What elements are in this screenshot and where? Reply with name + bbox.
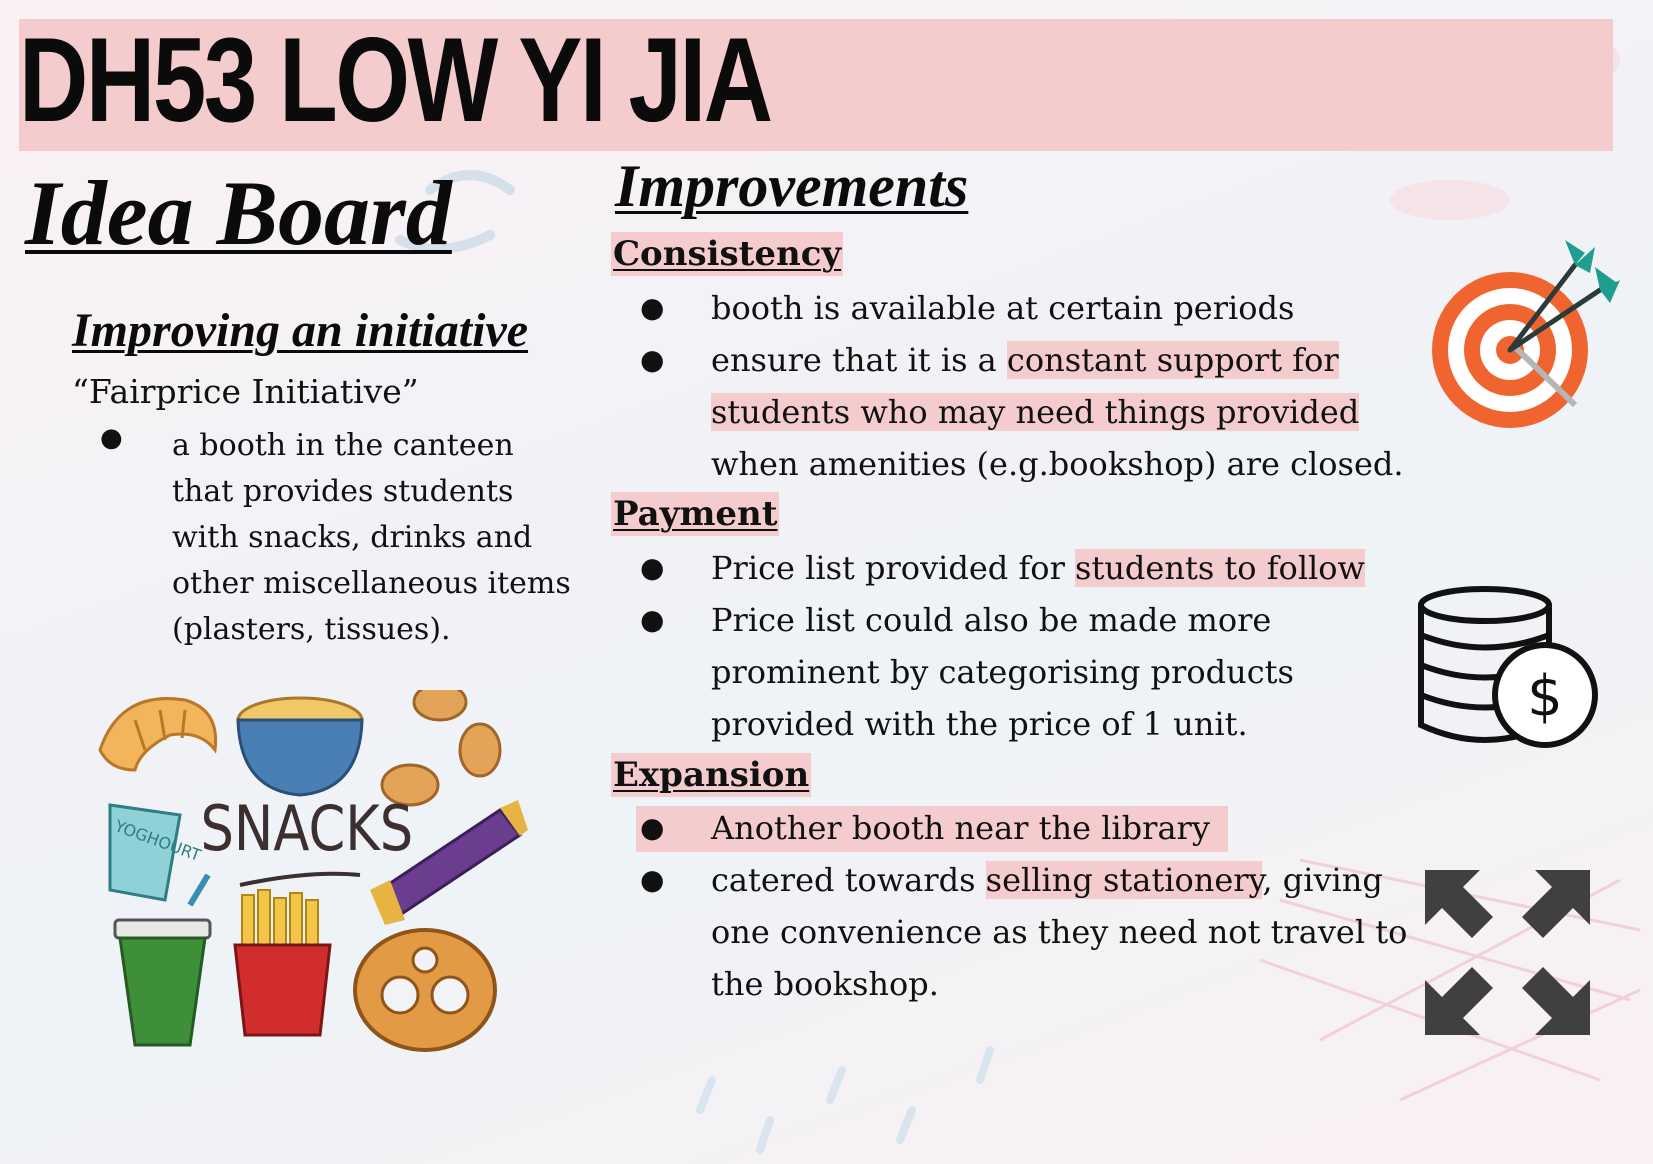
bullet: ● [640, 811, 665, 844]
bullet: ● [640, 343, 665, 376]
list-item-text: Price list could also be made more promi… [711, 601, 1294, 743]
drink-cup-icon [113, 873, 212, 1047]
row-highlight [636, 806, 1228, 852]
snack-bar-icon [370, 800, 528, 925]
target-with-arrows-icon [1432, 240, 1620, 428]
bullet: ● [640, 603, 665, 636]
text-plain: , giving one convenience as they need no… [711, 861, 1408, 1003]
text-plain: catered towards [711, 861, 986, 899]
fries-icon [233, 889, 332, 1037]
subtitle: Improving an initiative [72, 304, 529, 357]
list-item-text: ensure that it is a constant support for… [711, 334, 1421, 490]
chips-bowl-icon [236, 696, 364, 797]
snacks-label: SNACKS [201, 793, 414, 865]
board-title: Idea Board [25, 162, 452, 264]
text-plain: ensure that it is a [711, 341, 1007, 379]
list-item-text: Another booth near the library [711, 809, 1210, 847]
improvements-title: Improvements [615, 153, 969, 219]
section-heading-expansion: Expansion [611, 753, 812, 797]
title-bar [19, 19, 1613, 151]
bullet: ● [640, 863, 665, 896]
snacks-illustration: YOGHOURT SNACKS [98, 690, 528, 1052]
fish-crackers-icon [380, 690, 502, 807]
initiative-name: “Fairprice Initiative” [72, 372, 419, 411]
bullet: ● [640, 551, 665, 584]
list-item-text: booth is available at certain periods [711, 289, 1295, 327]
text-plain: when amenities (e.g.bookshop) are closed… [711, 445, 1404, 483]
croissant-icon [98, 697, 218, 772]
list-item-text: catered towards selling stationery, givi… [711, 854, 1431, 1010]
bullet: ● [100, 423, 123, 453]
section-heading-consistency: Consistency [611, 232, 844, 276]
text-plain: Price list provided for [711, 549, 1076, 587]
coin-stack-dollar-icon: $ [1418, 586, 1598, 748]
text-highlight: students to follow [1075, 549, 1365, 587]
yoghourt-cup-icon: YOGHOURT [108, 803, 204, 902]
pretzel-icon [353, 928, 497, 1052]
dollar-symbol: $ [1527, 664, 1563, 729]
page-title: DH53 LOW YI JIA [19, 13, 773, 147]
text-highlight: selling stationery [985, 861, 1263, 899]
section-heading-payment: Payment [611, 492, 780, 536]
bullet: ● [640, 291, 665, 324]
description-text: a booth in the canteen that provides stu… [172, 428, 571, 647]
list-item-text: Price list provided for students to foll… [711, 542, 1441, 594]
expand-arrows-icon [1425, 870, 1590, 1035]
